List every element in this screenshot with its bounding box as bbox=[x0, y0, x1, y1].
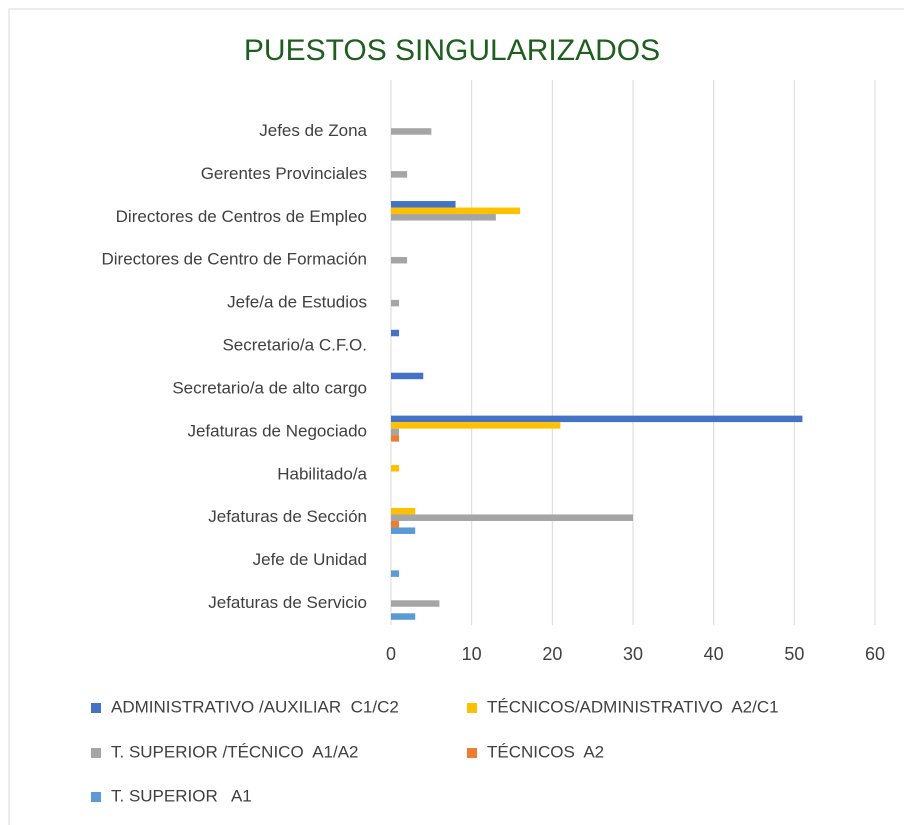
chart-title: PUESTOS SINGULARIZADOS bbox=[244, 34, 660, 67]
legend-label: TÉCNICOS A2 bbox=[487, 742, 604, 761]
legend-label: ADMINISTRATIVO /AUXILIAR C1/C2 bbox=[111, 697, 399, 716]
bar bbox=[391, 422, 561, 429]
bar bbox=[391, 201, 456, 208]
x-tick-label: 20 bbox=[542, 644, 562, 664]
legend-label: T. SUPERIOR /TÉCNICO A1/A2 bbox=[111, 742, 359, 761]
bar bbox=[391, 613, 416, 620]
y-tick-label: Jefaturas de Sección bbox=[208, 507, 367, 526]
bar bbox=[391, 415, 803, 423]
y-tick-label: Jefes de Zona bbox=[259, 121, 367, 140]
bar bbox=[391, 527, 416, 534]
legend-swatch bbox=[91, 703, 101, 713]
y-tick-label: Gerentes Provinciales bbox=[201, 164, 367, 183]
bar bbox=[391, 570, 400, 577]
x-tick-label: 10 bbox=[462, 644, 482, 664]
legend-label: T. SUPERIOR A1 bbox=[111, 786, 252, 805]
bar bbox=[391, 514, 633, 521]
bar bbox=[391, 299, 400, 307]
x-tick-label: 30 bbox=[623, 644, 643, 664]
bar bbox=[391, 329, 400, 337]
bar bbox=[391, 171, 408, 178]
legend-label: TÉCNICOS/ADMINISTRATIVO A2/C1 bbox=[487, 697, 779, 716]
y-tick-label: Directores de Centros de Empleo bbox=[116, 207, 367, 226]
x-tick-label: 60 bbox=[865, 644, 885, 664]
bar bbox=[391, 428, 400, 436]
bar bbox=[391, 207, 521, 215]
y-tick-label: Secretario/a de alto cargo bbox=[172, 378, 367, 397]
legend-swatch bbox=[91, 748, 101, 758]
y-tick-label: Jefe/a de Estudios bbox=[227, 293, 367, 312]
bar bbox=[391, 256, 408, 264]
bar bbox=[391, 507, 416, 515]
x-tick-label: 40 bbox=[704, 644, 724, 664]
bar bbox=[391, 128, 432, 135]
y-tick-label: Secretario/a C.F.O. bbox=[222, 336, 367, 355]
bar bbox=[391, 600, 440, 607]
y-tick-label: Habilitado/a bbox=[277, 464, 367, 483]
bar bbox=[391, 214, 496, 221]
bar bbox=[391, 520, 400, 528]
bar bbox=[391, 435, 400, 442]
y-tick-label: Jefaturas de Servicio bbox=[208, 593, 367, 612]
x-tick-label: 50 bbox=[784, 644, 804, 664]
legend-swatch bbox=[467, 703, 477, 713]
bar bbox=[391, 372, 424, 380]
bar bbox=[391, 465, 400, 472]
legend-swatch bbox=[467, 748, 477, 758]
y-tick-label: Directores de Centro de Formación bbox=[101, 250, 367, 269]
y-tick-label: Jefe de Unidad bbox=[253, 550, 367, 569]
legend-swatch bbox=[91, 792, 101, 802]
x-tick-label: 0 bbox=[386, 644, 396, 664]
y-tick-label: Jefaturas de Negociado bbox=[187, 421, 367, 440]
